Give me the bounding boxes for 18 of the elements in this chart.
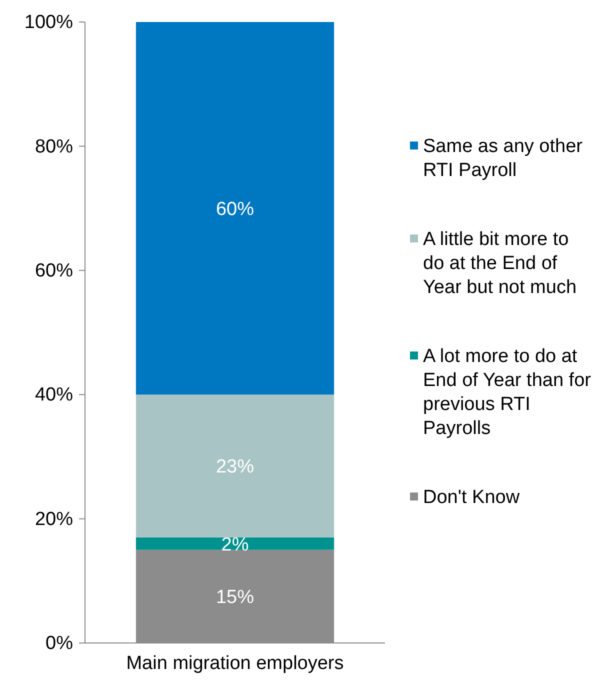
- data-label: 60%: [216, 198, 254, 220]
- bar: [136, 394, 334, 538]
- y-tick-label: 0%: [46, 633, 74, 654]
- legend-label: Same as any other RTI Payroll: [423, 136, 584, 182]
- y-tick-label: 60%: [34, 260, 74, 282]
- bar: [136, 537, 334, 550]
- y-tick-label: 100%: [24, 12, 74, 34]
- y-tick-label: 80%: [34, 136, 74, 158]
- data-label: 23%: [216, 456, 254, 478]
- x-tick-label: Main migration employers: [126, 652, 344, 674]
- data-label: 15%: [216, 587, 254, 608]
- y-tick-label: 40%: [34, 384, 74, 406]
- legend-label: A lot more to do at End of Year than for previous RTI Payrolls: [423, 346, 592, 440]
- bar: [136, 22, 334, 395]
- legend-label: A little bit more to do at the End of Year but not much: [423, 229, 577, 298]
- legend-label: Don't Know: [423, 487, 520, 508]
- data-label: 2%: [221, 534, 249, 556]
- y-tick-label: 20%: [34, 508, 74, 530]
